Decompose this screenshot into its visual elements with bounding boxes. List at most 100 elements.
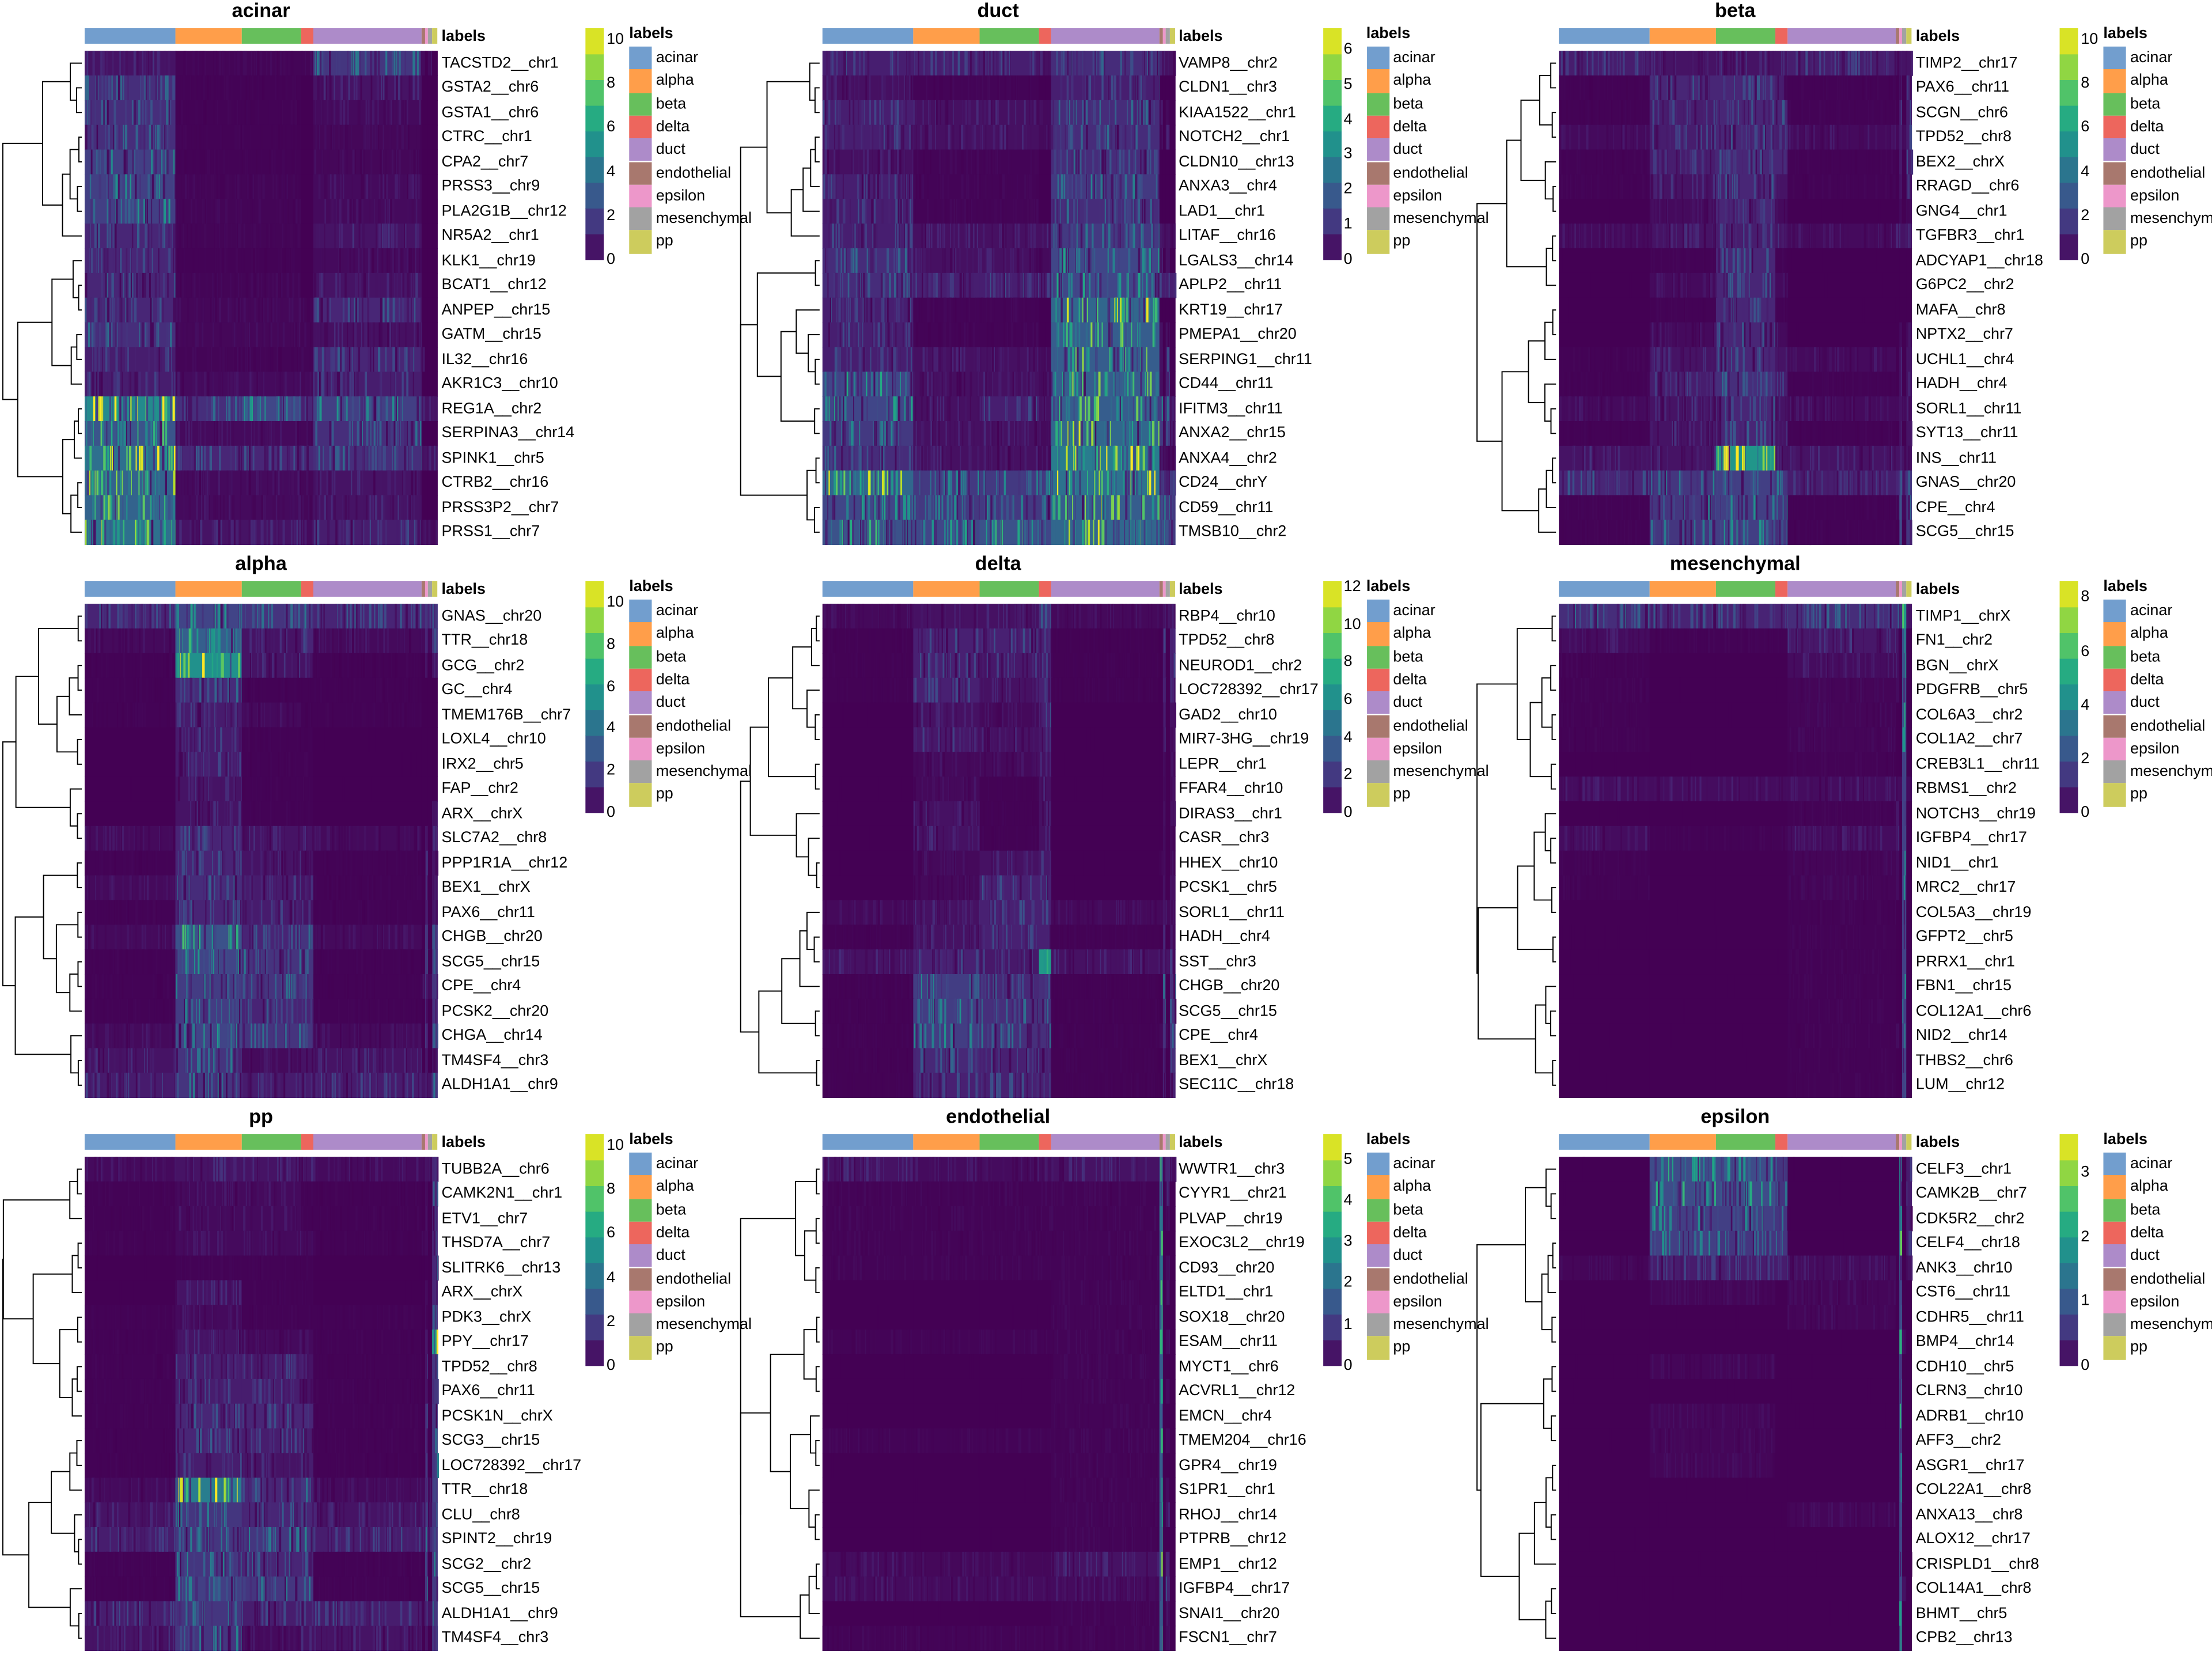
expression-stripe xyxy=(378,322,381,348)
expression-stripe xyxy=(1074,445,1076,471)
expression-stripe xyxy=(904,248,907,274)
heatmap-cell xyxy=(432,470,438,496)
expression-stripe xyxy=(285,75,288,101)
expression-stripe xyxy=(872,224,874,249)
expression-stripe xyxy=(399,297,400,323)
expression-stripe xyxy=(270,224,272,249)
expression-stripe xyxy=(330,445,332,471)
gene-label: TACSTD2__chr1 xyxy=(441,54,559,72)
expression-stripe xyxy=(1086,396,1090,422)
expression-stripe xyxy=(380,470,382,496)
expression-stripe xyxy=(282,248,285,274)
expression-stripe xyxy=(92,124,94,150)
heatmap-cell xyxy=(1169,297,1175,323)
expression-stripe xyxy=(1126,297,1127,323)
expression-stripe xyxy=(853,124,855,150)
expression-stripe xyxy=(895,297,897,323)
expression-stripe xyxy=(243,347,245,373)
expression-stripe xyxy=(882,124,884,150)
expression-stripe xyxy=(866,272,868,298)
expression-stripe xyxy=(88,100,90,126)
expression-stripe xyxy=(833,124,835,150)
expression-stripe xyxy=(1106,124,1109,150)
expression-stripe xyxy=(329,199,331,224)
expression-stripe xyxy=(85,75,88,101)
expression-stripe xyxy=(103,445,106,471)
expression-stripe xyxy=(139,520,141,546)
expression-stripe xyxy=(1135,470,1137,496)
expression-stripe xyxy=(1051,470,1052,496)
expression-stripe xyxy=(942,248,944,274)
expression-stripe xyxy=(385,75,388,101)
expression-stripe xyxy=(102,396,104,422)
expression-stripe xyxy=(204,445,206,471)
expression-stripe xyxy=(279,396,282,422)
expression-stripe xyxy=(85,272,87,298)
expression-stripe xyxy=(1147,124,1149,150)
expression-stripe xyxy=(174,149,176,175)
expression-stripe xyxy=(837,124,839,150)
gene-label: BCAT1__chr12 xyxy=(441,276,547,294)
expression-stripe xyxy=(1041,396,1043,422)
expression-stripe xyxy=(825,248,828,274)
expression-stripe xyxy=(1064,297,1065,323)
heatmap-cell xyxy=(421,248,426,274)
expression-stripe xyxy=(299,520,301,546)
expression-stripe xyxy=(162,396,165,422)
expression-stripe xyxy=(1035,445,1037,471)
expression-stripe xyxy=(933,470,934,496)
expression-stripe xyxy=(880,75,883,101)
expression-stripe xyxy=(871,224,873,249)
expression-stripe xyxy=(160,520,162,546)
expression-stripe xyxy=(250,100,252,126)
expression-stripe xyxy=(1144,149,1146,175)
expression-stripe xyxy=(971,248,974,274)
expression-stripe xyxy=(349,421,351,446)
expression-stripe xyxy=(1128,297,1130,323)
expression-stripe xyxy=(260,51,263,76)
expression-stripe xyxy=(1039,51,1042,76)
expression-stripe xyxy=(363,248,365,274)
expression-stripe xyxy=(274,272,277,298)
expression-stripe xyxy=(112,224,115,249)
expression-stripe xyxy=(162,421,165,446)
expression-stripe xyxy=(251,174,253,200)
expression-stripe xyxy=(891,124,893,150)
expression-stripe xyxy=(340,174,342,200)
expression-stripe xyxy=(984,224,986,249)
expression-stripe xyxy=(894,495,897,521)
expression-stripe xyxy=(1074,347,1076,373)
expression-stripe xyxy=(245,75,247,101)
expression-stripe xyxy=(299,199,301,224)
expression-stripe xyxy=(132,372,134,397)
expression-stripe xyxy=(249,75,250,101)
expression-stripe xyxy=(414,520,415,546)
heatmap-cell xyxy=(313,372,422,397)
expression-stripe xyxy=(873,372,874,397)
expression-stripe xyxy=(1124,322,1126,348)
expression-stripe xyxy=(275,51,276,76)
expression-stripe xyxy=(377,100,379,126)
expression-stripe xyxy=(119,470,122,496)
expression-stripe xyxy=(283,248,286,274)
expression-stripe xyxy=(1101,322,1103,348)
expression-stripe xyxy=(242,149,243,175)
expression-stripe xyxy=(910,396,912,422)
expression-stripe xyxy=(942,470,945,496)
expression-stripe xyxy=(349,372,351,397)
expression-stripe xyxy=(216,174,218,200)
expression-stripe xyxy=(1014,199,1016,224)
expression-stripe xyxy=(380,396,382,422)
expression-stripe xyxy=(391,372,393,397)
expression-stripe xyxy=(195,322,198,348)
expression-stripe xyxy=(1065,248,1067,274)
expression-stripe xyxy=(1004,51,1006,76)
expression-stripe xyxy=(1139,75,1141,101)
expression-stripe xyxy=(381,248,384,274)
expression-stripe xyxy=(321,272,324,298)
expression-stripe xyxy=(892,470,895,496)
expression-stripe xyxy=(1124,124,1125,150)
expression-stripe xyxy=(854,248,857,274)
expression-stripe xyxy=(994,149,996,175)
expression-stripe xyxy=(1013,322,1015,348)
